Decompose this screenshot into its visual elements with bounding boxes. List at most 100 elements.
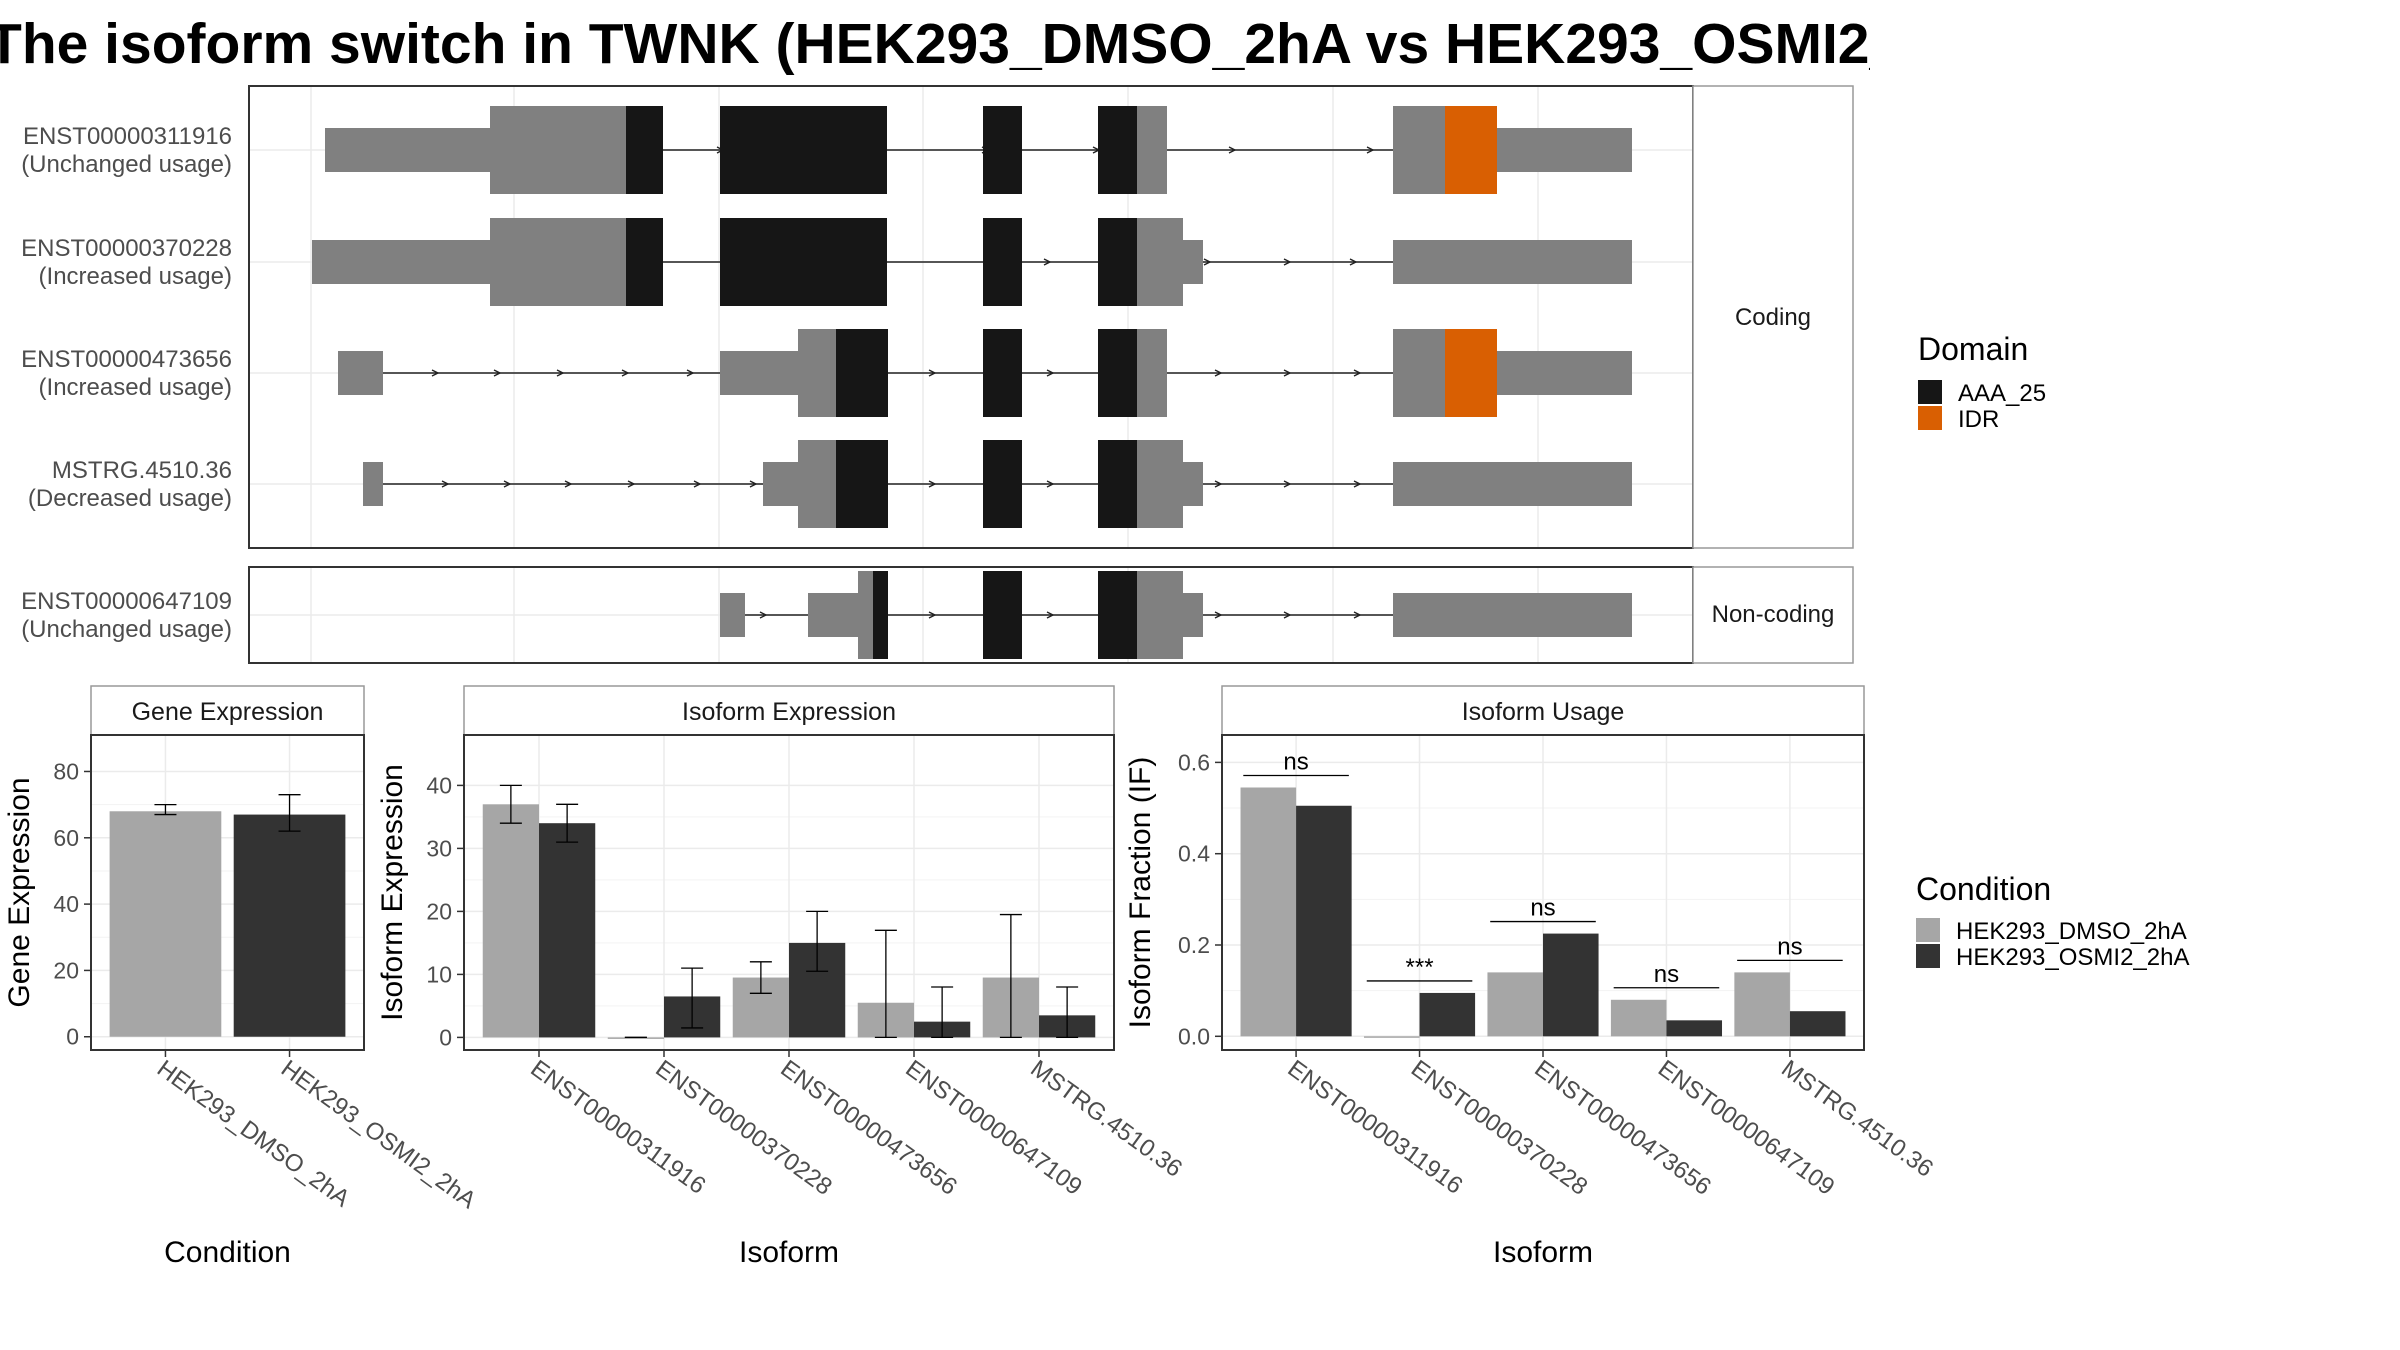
intron-direction-chevron [928,369,937,377]
strip-label-non-coding: Non-coding [1712,601,1835,628]
domain-legend-label: AAA_25 [1958,380,2046,407]
intron-direction-chevron [1046,480,1055,488]
intron-direction-chevron [759,611,768,619]
isoform-row-usage: (Unchanged usage) [21,616,232,643]
domain-legend-label: IDR [1958,406,1999,433]
isoform-row-usage: (Increased usage) [39,374,232,401]
exon-utr [858,571,873,659]
intron-direction-chevron [693,480,702,488]
intron-direction-chevron [928,611,937,619]
intron-direction-chevron [686,369,695,377]
condition-legend-swatch [1916,944,1940,968]
structure-strip [1692,85,1854,549]
intron-direction-chevron [564,480,573,488]
significance-label: ns [1283,749,1308,776]
domain-legend-swatch [1918,380,1942,404]
exon-utr [1137,218,1183,306]
strip-label-coding: Coding [1735,304,1811,331]
intron-direction-chevron [556,369,565,377]
intron-direction-chevron [493,369,502,377]
panel-strip-label: Isoform Expression [682,698,896,726]
exon-utr [720,593,745,637]
bar [1789,1011,1846,1037]
exon-domain-AAA_25 [983,440,1022,528]
bar [109,811,222,1037]
exon-domain-AAA_25 [626,218,663,306]
panel-strip [90,685,365,736]
panel-strip-label: Gene Expression [132,698,324,726]
intron-direction-chevron [1283,480,1292,488]
exon-utr [1137,106,1167,194]
y-tick-label: 20 [426,898,452,924]
significance-label: ns [1530,895,1555,922]
intron-direction-chevron [1214,611,1223,619]
exon-utr [325,128,490,172]
intron-direction-chevron [1203,258,1212,266]
isoform-row-id: ENST00000647109 [21,588,232,615]
exon-utr [798,440,836,528]
y-tick-label: 60 [53,825,79,851]
exon-domain-IDR [1445,329,1497,417]
isoform-row-usage: (Decreased usage) [28,485,232,512]
isoform-row-id: MSTRG.4510.36 [52,457,232,484]
intron-direction-chevron [1283,611,1292,619]
intron-direction-chevron [1353,611,1362,619]
exon-utr [338,351,383,395]
intron-direction-chevron [1366,146,1375,154]
bar [1610,999,1667,1037]
exon-domain-AAA_25 [836,440,888,528]
exon-utr [1183,240,1203,284]
exon-utr [1393,106,1445,194]
bar [607,1037,664,1039]
intron-direction-chevron [1214,369,1223,377]
exon-utr [1393,329,1445,417]
x-axis-title: Isoform [739,1236,839,1269]
intron-direction-chevron [749,480,758,488]
exon-domain-AAA_25 [983,106,1022,194]
exon-utr [1393,240,1632,284]
exon-domain-AAA_25 [1098,218,1137,306]
intron-direction-chevron [1046,611,1055,619]
y-tick-label: 30 [426,835,452,861]
exon-utr [1137,329,1167,417]
exon-utr [490,106,626,194]
y-tick-label: 0.0 [1178,1023,1210,1049]
condition-legend-label: HEK293_OSMI2_2hA [1956,944,2189,971]
intron-direction-chevron [1283,369,1292,377]
isoform-row-usage: (Increased usage) [39,263,232,290]
exon-domain-AAA_25 [1098,329,1137,417]
intron-direction-chevron [1349,258,1358,266]
intron-direction-chevron [441,480,450,488]
condition-legend-label: HEK293_DMSO_2hA [1956,918,2187,945]
exon-utr [490,218,626,306]
exon-utr [1393,462,1632,506]
x-axis-title: Condition [164,1236,291,1269]
intron-direction-chevron [1043,258,1052,266]
exon-utr [808,593,858,637]
bar [1543,933,1599,1037]
bar [1240,787,1297,1037]
domain-legend-swatch [1918,406,1942,430]
condition-legend-title: Condition [1916,871,2051,907]
y-tick-label: 40 [426,772,452,798]
y-tick-label: 0.4 [1178,841,1210,867]
significance-label: *** [1406,954,1434,981]
figure-title: The isoform switch in TWNK (HEK293_DMSO_… [0,12,1870,76]
intron-direction-chevron [627,480,636,488]
isoform-row-usage: (Unchanged usage) [21,151,232,178]
exon-utr [1137,571,1183,659]
condition-legend-swatch [1916,918,1940,942]
isoform-row-id: ENST00000311916 [23,123,232,150]
intron-direction-chevron [431,369,440,377]
intron-direction-chevron [503,480,512,488]
y-tick-label: 0.2 [1178,932,1210,958]
exon-domain-AAA_25 [836,329,888,417]
bar [1487,972,1543,1037]
exon-domain-AAA_25 [983,571,1022,659]
exon-utr [312,240,490,284]
bar [482,804,539,1038]
panel-strip [463,685,1115,736]
bar [233,814,346,1037]
intron-direction-chevron [1283,258,1292,266]
